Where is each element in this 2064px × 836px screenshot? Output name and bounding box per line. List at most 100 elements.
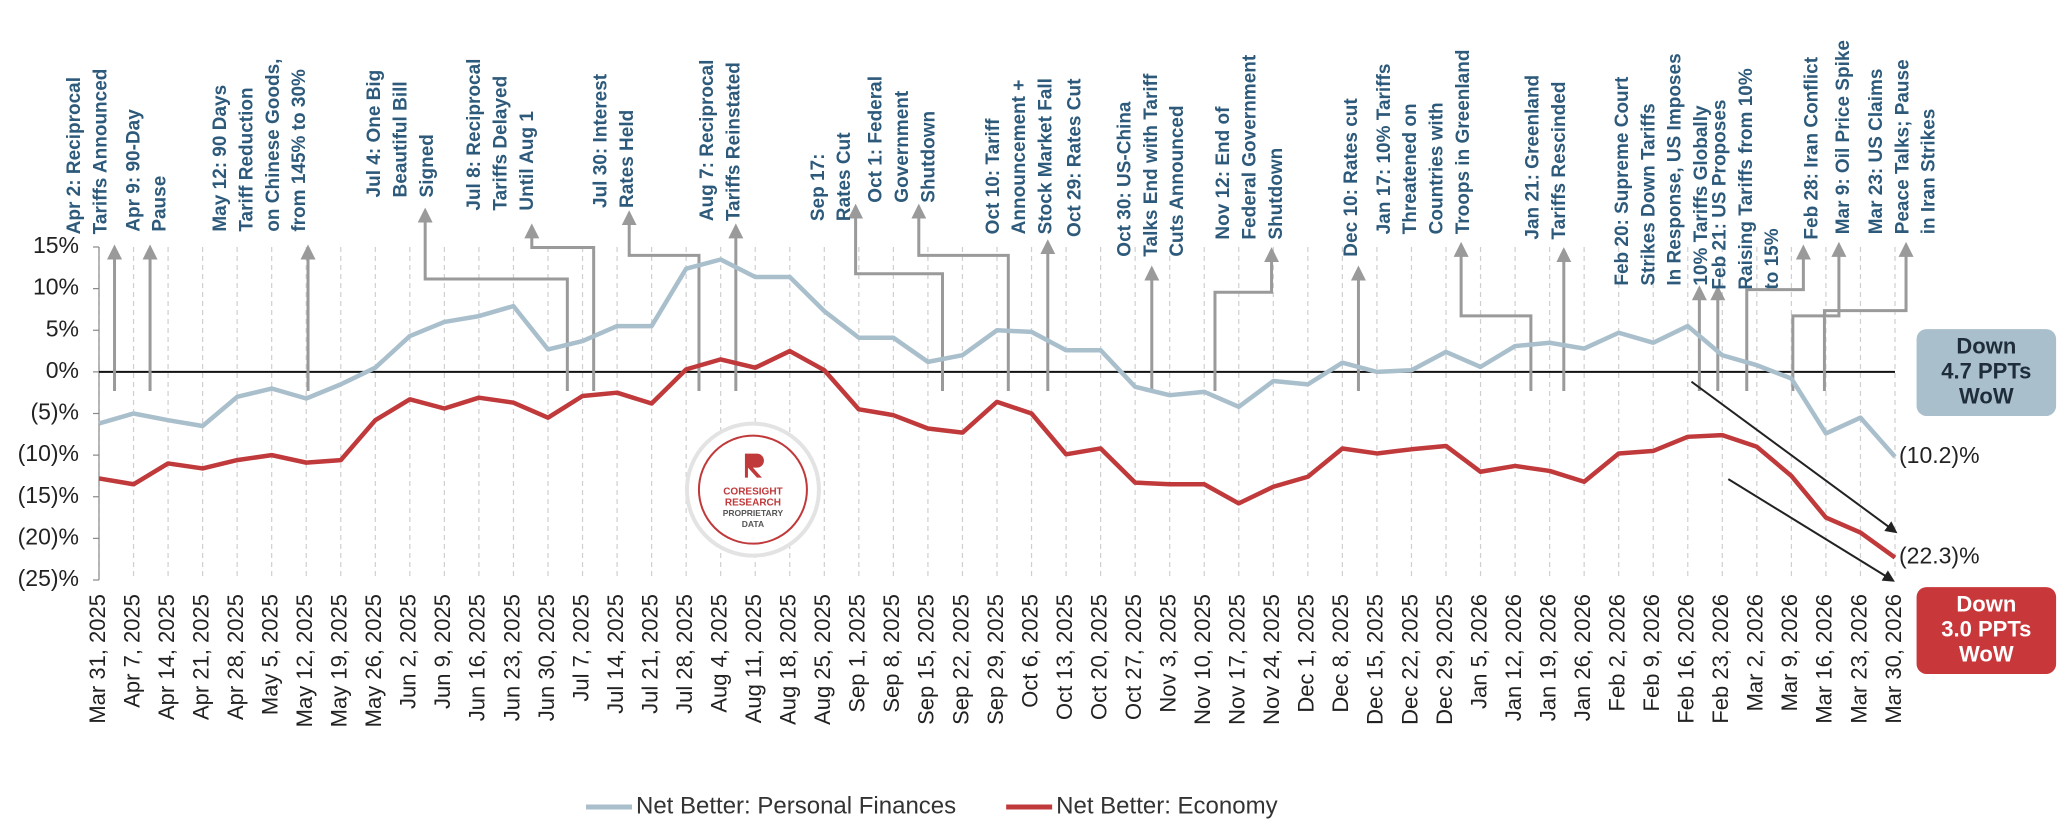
annotation-text: Oct 10: Tariff (983, 118, 1004, 234)
annotation-text: Tariffs Reinstated (724, 62, 745, 221)
x-tick-label: Jan 12, 2026 (1501, 594, 1526, 721)
annotation-text: Raising Tariffs from 10% (1736, 68, 1757, 289)
annotation-arrow (911, 203, 1010, 391)
legend-label: Net Better: Economy (1056, 792, 1277, 819)
annotation-text: Jul 30: Interest (591, 73, 612, 208)
x-tick-label: Dec 15, 2025 (1363, 594, 1388, 725)
watermark-text: DATA (742, 519, 764, 529)
x-tick-label: Aug 18, 2025 (776, 594, 801, 725)
x-tick-label: Aug 4, 2025 (707, 594, 732, 713)
x-tick-label: Dec 1, 2025 (1294, 594, 1319, 713)
watermark-text: CORESIGHT (723, 486, 782, 497)
y-tick-label: 10% (33, 274, 79, 300)
annotation-text: Shutdown (918, 111, 939, 203)
x-tick-label: Nov 17, 2025 (1225, 594, 1250, 725)
legend-label: Net Better: Personal Finances (636, 792, 956, 819)
x-tick-label: Mar 30, 2026 (1881, 594, 1906, 724)
x-tick-label: Jun 2, 2025 (396, 594, 421, 709)
x-tick-label: Apr 7, 2025 (119, 594, 144, 708)
y-tick-label: (20)% (18, 523, 79, 549)
annotation-text: Until Aug 1 (517, 111, 538, 211)
annotation-text: Tariffs Announced (90, 69, 111, 235)
callout-arrow (1727, 478, 1895, 582)
x-tick-label: Aug 25, 2025 (810, 594, 835, 725)
x-tick-label: Oct 20, 2025 (1086, 594, 1111, 720)
annotation-text: Pause (150, 176, 171, 232)
callout-text: WoW (1959, 383, 2014, 408)
x-tick-label: Jul 7, 2025 (568, 594, 593, 702)
annotation-arrow (1822, 241, 1914, 391)
annotation-text: Threatened on (1400, 103, 1421, 234)
annotation-text: Signed (417, 134, 438, 197)
annotation-text: Oct 30: US-China (1114, 101, 1135, 257)
x-tick-label: May 26, 2025 (361, 594, 386, 727)
x-tick-label: Feb 23, 2026 (1708, 594, 1733, 724)
x-tick-label: Sep 15, 2025 (914, 594, 939, 725)
x-tick-label: Feb 2, 2026 (1605, 594, 1630, 711)
annotation-text: on Chinese Goods, (263, 59, 284, 232)
annotation-text: Mar 23: US Claims (1866, 69, 1887, 235)
annotation-text: Troops in Greenland (1453, 50, 1474, 235)
annotation-text: Oct 29: Rates Cut (1064, 78, 1085, 237)
annotation-text: Oct 1: Federal (866, 76, 887, 203)
callout-text: 4.7 PPTs (1941, 358, 2031, 383)
x-tick-label: Jan 5, 2026 (1466, 594, 1491, 709)
annotation-text: to 15% (1762, 228, 1783, 289)
x-tick-label: Jun 23, 2025 (499, 594, 524, 721)
callout-box (1916, 587, 2057, 674)
x-tick-label: Mar 9, 2026 (1777, 594, 1802, 711)
annotation-text: Rates Cut (834, 132, 855, 221)
x-tick-label: Jul 21, 2025 (637, 594, 662, 714)
x-tick-label: Oct 6, 2025 (1017, 594, 1042, 708)
callout-text: Down (1956, 591, 2016, 616)
annotation-arrow (1745, 244, 1811, 391)
x-tick-label: Feb 9, 2026 (1639, 594, 1664, 711)
x-tick-label: Jun 9, 2025 (430, 594, 455, 709)
annotation-text: Announcement + (1009, 80, 1030, 235)
annotation-text: Apr 2: Reciprocal (64, 77, 85, 234)
x-tick-label: Jul 28, 2025 (672, 594, 697, 714)
watermark-text: PROPRIETARY (723, 508, 784, 518)
x-tick-label: Mar 2, 2026 (1743, 594, 1768, 711)
x-tick-label: Jun 16, 2025 (465, 594, 490, 721)
y-tick-label: (25)% (18, 565, 79, 591)
annotation-text: Feb 28: Iran Conflict (1802, 56, 1823, 239)
callout-box (1916, 329, 2057, 416)
x-tick-label: Dec 8, 2025 (1328, 594, 1353, 713)
callout-text: WoW (1959, 641, 2014, 666)
x-tick-label: Sep 1, 2025 (845, 594, 870, 713)
annotation-text: Cuts Announced (1167, 105, 1188, 256)
annotation-text: Shutdown (1266, 148, 1287, 240)
annotation-text: Jul 8: Reciprocal (464, 59, 485, 211)
annotation-text: Dec 10: Rates cut (1341, 98, 1362, 257)
annotation-arrow (417, 207, 569, 391)
callout-text: Down (1956, 333, 2016, 358)
x-tick-label: Mar 23, 2026 (1846, 594, 1871, 724)
annotation-text: Feb 20: Supreme Court (1612, 76, 1633, 286)
annotation-text: In Response, US Imposes (1665, 53, 1686, 285)
x-tick-label: Jan 19, 2026 (1535, 594, 1560, 721)
annotation-text: 10% Tariffs Globally (1691, 105, 1712, 286)
annotation-text: Aug 7: Reciprocal (697, 60, 718, 222)
x-tick-label: Oct 27, 2025 (1121, 594, 1146, 720)
callout-text: 3.0 PPTs (1941, 616, 2031, 641)
annotation-text: Talks End with Tariff (1141, 73, 1162, 257)
annotation-text: Mar 9: Oil Price Spike (1833, 40, 1854, 234)
x-tick-label: Oct 13, 2025 (1052, 594, 1077, 720)
x-tick-label: May 5, 2025 (258, 594, 283, 715)
annotation-text: in Iran Strikes (1919, 109, 1940, 235)
annotation-arrow (621, 210, 701, 391)
value-label: (10.2)% (1899, 442, 1980, 468)
annotation-arrow (848, 203, 944, 391)
annotation-text: Apr 9: 90-Day (123, 109, 144, 232)
y-tick-label: (5)% (30, 399, 79, 425)
x-tick-label: Jun 30, 2025 (534, 594, 559, 721)
x-tick-label: Jul 14, 2025 (603, 594, 628, 714)
annotation-text: May 12: 90 Days (210, 85, 231, 232)
callout-arrow (1690, 380, 1898, 534)
x-tick-label: Sep 22, 2025 (948, 594, 973, 725)
watermark-icon (744, 453, 764, 478)
x-tick-label: Mar 31, 2025 (85, 594, 110, 724)
y-tick-label: 5% (46, 315, 79, 341)
